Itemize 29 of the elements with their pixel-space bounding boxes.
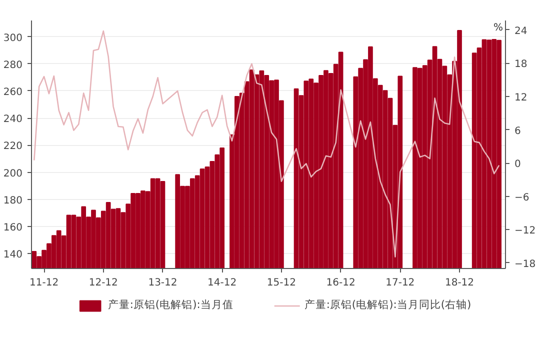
y-tick-label: 220 — [3, 141, 23, 152]
y-tick-label: 180 — [3, 195, 23, 206]
y2-tick-label: 18 — [514, 59, 528, 70]
y-tick-label: 200 — [3, 168, 23, 180]
y-tick-label: 260 — [3, 86, 23, 98]
y-tick-label: 160 — [3, 222, 23, 234]
y2-tick-label: 24 — [514, 26, 528, 37]
y2-tick-label: −12 — [514, 226, 536, 237]
y-tick-label: 300 — [3, 32, 23, 44]
x-tick-label: 11-12 — [30, 278, 59, 288]
y-tick-label: 280 — [3, 60, 23, 71]
y2-tick-label: 6 — [514, 126, 521, 137]
y2-tick-label: −6 — [514, 192, 530, 204]
x-tick-label: 17-12 — [386, 278, 415, 288]
y-tick-label: 140 — [3, 250, 23, 261]
y2-tick-label: 12 — [514, 92, 528, 104]
x-tick-label: 16-12 — [326, 278, 356, 288]
y2-tick-label: −18 — [514, 258, 536, 270]
y-tick-label: 240 — [3, 114, 23, 126]
x-tick-label: 13-12 — [148, 278, 178, 288]
legend-label: 产量:原铝(电解铝):当月同比(右轴) — [304, 298, 472, 312]
legend-label: 产量:原铝(电解铝):当月值 — [108, 298, 234, 312]
x-tick-label: 15-12 — [266, 278, 296, 288]
x-tick-label: 12-12 — [88, 278, 118, 288]
y2-tick-label: 0 — [514, 159, 521, 170]
x-tick-label: 18-12 — [444, 278, 474, 288]
x-tick-label: 14-12 — [208, 278, 237, 288]
y2-axis-title: % — [494, 22, 504, 34]
line-series — [33, 30, 500, 258]
